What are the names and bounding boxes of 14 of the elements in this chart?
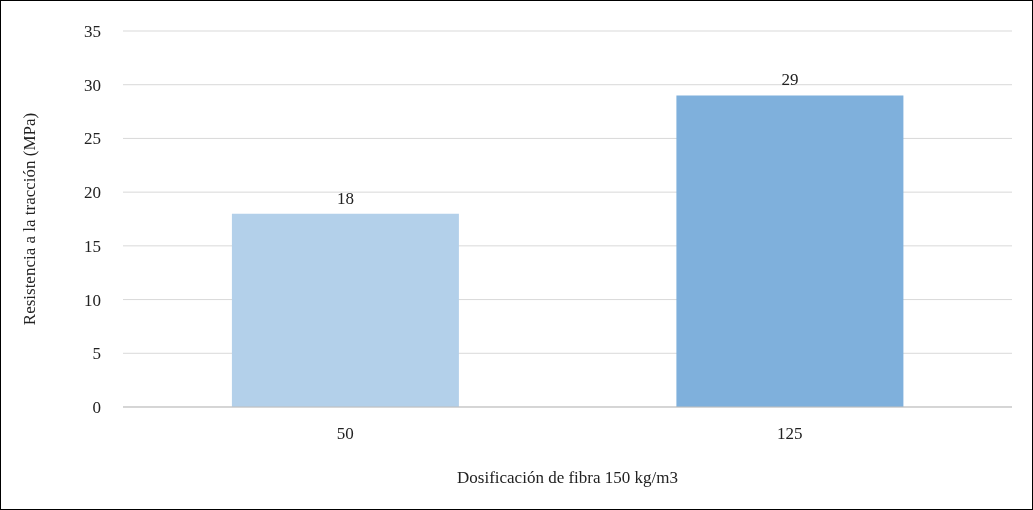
data-label: 18 (336, 188, 354, 208)
data-label: 29 (781, 70, 799, 90)
y-tick-label: 15 (84, 236, 101, 256)
y-tick-label: 25 (84, 129, 101, 149)
y-axis-title: Resistencia a la tracción (MPa) (20, 112, 40, 326)
x-tick-label: 125 (777, 424, 803, 444)
y-tick-label: 30 (84, 75, 101, 95)
x-tick-label: 50 (336, 424, 354, 444)
y-tick-label: 5 (92, 344, 101, 364)
x-axis-title: Dosificación de fibra 150 kg/m3 (457, 468, 678, 487)
y-tick-label: 20 (84, 183, 101, 203)
y-tick-label: 35 (84, 22, 101, 42)
y-tick-label: 10 (84, 290, 101, 310)
y-tick-label: 0 (92, 398, 101, 418)
